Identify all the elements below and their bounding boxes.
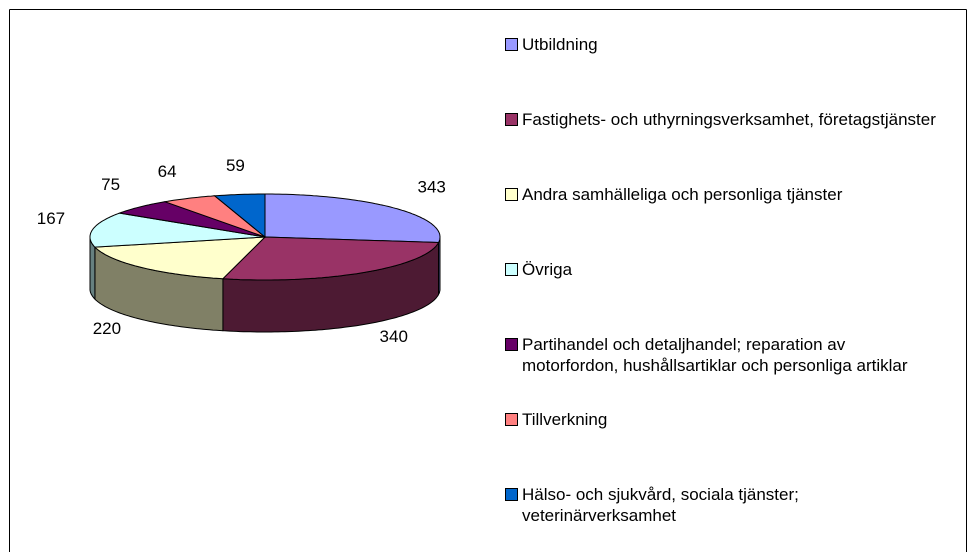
- legend-swatch: [505, 338, 518, 351]
- legend-item: Utbildning: [505, 34, 937, 55]
- slice: [89, 212, 266, 248]
- legend-item: Övriga: [505, 259, 937, 280]
- legend-label: Partihandel och detaljhandel; reparation…: [522, 335, 908, 375]
- legend-swatch: [505, 188, 518, 201]
- legend-swatch: [505, 413, 518, 426]
- data-label: 167: [37, 209, 65, 228]
- legend-label: Fastighets- och uthyrningsverksamhet, fö…: [522, 110, 936, 129]
- legend-label: Tillverkning: [522, 410, 608, 429]
- data-label: 220: [93, 319, 121, 338]
- legend-swatch: [505, 38, 518, 51]
- legend-item: Fastighets- och uthyrningsverksamhet, fö…: [505, 109, 937, 130]
- slice: [93, 236, 267, 280]
- legend-item: Partihandel och detaljhandel; reparation…: [505, 334, 937, 376]
- legend-item: Andra samhälleliga och personliga tjänst…: [505, 184, 937, 205]
- data-label: 75: [101, 175, 120, 194]
- slice: [264, 193, 441, 244]
- slice: [213, 193, 266, 239]
- slice: [221, 236, 440, 281]
- legend-label: Andra samhälleliga och personliga tjänst…: [522, 185, 843, 204]
- legend-label: Övriga: [522, 260, 573, 279]
- slice: [164, 195, 266, 238]
- legend-item: Hälso- och sjukvård, sociala tjänster; v…: [505, 484, 937, 526]
- legend-item: Tillverkning: [505, 409, 937, 430]
- legend-label: Utbildning: [522, 35, 598, 54]
- data-label: 59: [226, 156, 245, 175]
- data-label: 340: [380, 327, 408, 346]
- legend-swatch: [505, 113, 518, 126]
- data-label: 343: [417, 178, 445, 197]
- slice: [117, 201, 266, 238]
- legend-swatch: [505, 263, 518, 276]
- data-label: 64: [158, 162, 177, 181]
- legend-label: Hälso- och sjukvård, sociala tjänster; v…: [522, 485, 799, 525]
- legend-swatch: [505, 488, 518, 501]
